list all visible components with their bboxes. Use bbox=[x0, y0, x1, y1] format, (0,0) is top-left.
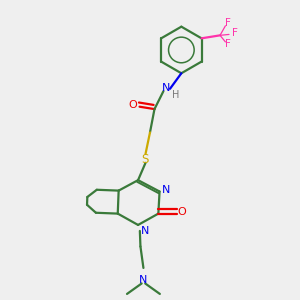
Text: N: N bbox=[162, 83, 171, 93]
Text: H: H bbox=[172, 90, 179, 100]
Text: F: F bbox=[226, 39, 231, 49]
Text: N: N bbox=[140, 226, 149, 236]
Text: N: N bbox=[139, 275, 148, 285]
Text: S: S bbox=[141, 153, 148, 167]
Text: F: F bbox=[232, 28, 238, 38]
Text: N: N bbox=[162, 185, 170, 195]
Text: O: O bbox=[178, 206, 187, 217]
Text: O: O bbox=[129, 100, 137, 110]
Text: F: F bbox=[226, 18, 231, 28]
